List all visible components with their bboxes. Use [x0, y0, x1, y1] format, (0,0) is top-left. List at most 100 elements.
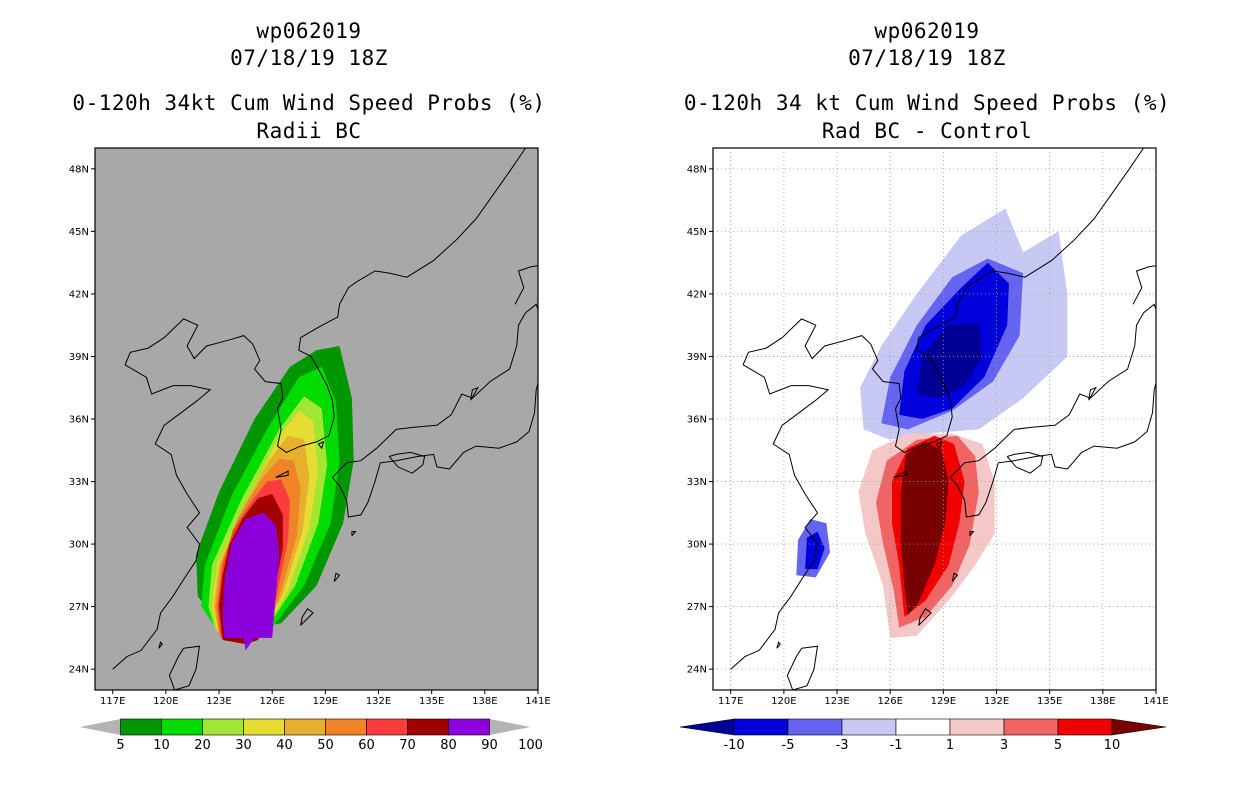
- storm-id: wp062019: [256, 19, 362, 43]
- storm-id: wp062019: [874, 19, 980, 43]
- colorbar-label: 20: [194, 738, 211, 753]
- colorbar-label: 90: [481, 738, 498, 753]
- colorbar-label: -10: [723, 738, 744, 753]
- colorbar-box: [787, 718, 843, 736]
- x-tick-label: 126E: [259, 696, 284, 707]
- colorbar-box: [407, 718, 449, 736]
- datetime: 07/18/19 18Z: [848, 46, 1006, 70]
- colorbar-box: [120, 718, 162, 736]
- colorbar-label: -5: [782, 738, 795, 753]
- colorbar-label: 80: [440, 738, 457, 753]
- x-tick-label: 123E: [824, 696, 849, 707]
- y-tick-label: 24N: [69, 665, 89, 676]
- colorbar-label: 100: [518, 738, 543, 753]
- colorbar-label: 3: [1000, 738, 1008, 753]
- colorbar-label: 10: [153, 738, 170, 753]
- chart-subtitle: Radii BC: [256, 119, 362, 143]
- colorbar-label: 1: [946, 738, 954, 753]
- coastline: [1006, 451, 1044, 474]
- colorbar-label: 60: [358, 738, 375, 753]
- x-tick-label: 138E: [472, 696, 497, 707]
- y-tick-label: 36N: [69, 415, 89, 426]
- probability-map: 117E 120E 123E 126E 129E 132E 135E 138E 141E 24N 2…: [69, 147, 551, 753]
- colorbar-high-arrow: [1111, 718, 1167, 736]
- chart-title: 0-120h 34kt Cum Wind Speed Probs (%): [72, 91, 546, 115]
- chart-title: 0-120h 34 kt Cum Wind Speed Probs (%): [683, 91, 1171, 115]
- right-panel: wp062019 07/18/19 18Z 0-120h 34 kt Cum W…: [618, 0, 1236, 800]
- coastline: [893, 470, 907, 478]
- plot-area: [713, 148, 1156, 690]
- colorbar-low-arrow: [79, 719, 121, 735]
- colorbar-label: -3: [836, 738, 849, 753]
- x-tick-label: 141E: [1143, 696, 1168, 707]
- coastline: [950, 303, 1156, 518]
- x-tick-label: 123E: [206, 696, 231, 707]
- x-tick-label: 138E: [1090, 696, 1115, 707]
- y-tick-label: 45N: [687, 227, 707, 238]
- y-tick-label: 36N: [687, 415, 707, 426]
- coastline: [300, 607, 314, 626]
- coastline: [317, 441, 325, 450]
- colorbar-low-arrow: [679, 718, 735, 736]
- colorbar-label: 40: [276, 738, 293, 753]
- colorbar-box: [1003, 718, 1059, 736]
- x-tick-label: 135E: [419, 696, 444, 707]
- y-tick-label: 30N: [69, 540, 89, 551]
- y-tick-label: 39N: [687, 352, 707, 363]
- coastline: [333, 572, 341, 582]
- colorbar-box: [243, 718, 285, 736]
- coastline: [730, 148, 1145, 670]
- colorbar-box: [1057, 718, 1113, 736]
- colorbar-label: 5: [116, 738, 124, 753]
- coastline: [1132, 265, 1156, 305]
- y-tick-label: 30N: [687, 540, 707, 551]
- coastline: [168, 645, 201, 690]
- colorbar-label: 50: [317, 738, 334, 753]
- colorbar-box: [841, 718, 897, 736]
- x-tick-label: 117E: [100, 696, 125, 707]
- x-tick-label: 141E: [525, 696, 550, 707]
- y-tick-label: 27N: [69, 602, 89, 613]
- contour--5: [805, 531, 825, 570]
- colorbar-box: [895, 718, 951, 736]
- datetime: 07/18/19 18Z: [230, 46, 388, 70]
- coastline: [388, 451, 426, 474]
- y-tick-label: 45N: [69, 227, 89, 238]
- colorbar-box: [284, 718, 326, 736]
- coastline: [112, 148, 527, 670]
- y-tick-label: 33N: [69, 477, 89, 488]
- x-tick-label: 117E: [718, 696, 743, 707]
- coastline: [158, 641, 163, 649]
- colorbar-label: 70: [399, 738, 416, 753]
- y-tick-label: 48N: [687, 164, 707, 175]
- colorbar-label: 10: [1104, 738, 1121, 753]
- x-tick-label: 135E: [1037, 696, 1062, 707]
- difference-map: 117E 120E 123E 126E 129E 132E 135E 138E 141E 24N 2…: [679, 147, 1169, 753]
- x-tick-label: 129E: [931, 696, 956, 707]
- coastline: [470, 386, 479, 401]
- y-tick-label: 48N: [69, 164, 89, 175]
- colorbar-label: 30: [235, 738, 252, 753]
- coastline: [514, 265, 538, 305]
- y-tick-label: 24N: [687, 665, 707, 676]
- contour--10: [916, 323, 983, 399]
- coastline: [275, 470, 289, 478]
- x-tick-label: 120E: [153, 696, 178, 707]
- left-panel: wp062019 07/18/19 18Z 0-120h 34kt Cum Wi…: [69, 19, 551, 753]
- coastline: [935, 441, 943, 450]
- colorbar-high-arrow: [489, 719, 531, 735]
- chart-subtitle: Rad BC - Control: [821, 119, 1033, 143]
- coastline: [786, 645, 819, 690]
- x-tick-label: 126E: [877, 696, 902, 707]
- colorbar-box: [366, 718, 408, 736]
- y-tick-label: 39N: [69, 352, 89, 363]
- coastline: [951, 572, 959, 582]
- y-tick-label: 42N: [69, 289, 89, 300]
- coastline: [776, 641, 781, 649]
- colorbar-box: [325, 718, 367, 736]
- plot-area: [112, 148, 538, 690]
- y-tick-label: 27N: [687, 602, 707, 613]
- colorbar-label: 5: [1054, 738, 1062, 753]
- x-tick-label: 120E: [771, 696, 796, 707]
- x-tick-label: 132E: [366, 696, 391, 707]
